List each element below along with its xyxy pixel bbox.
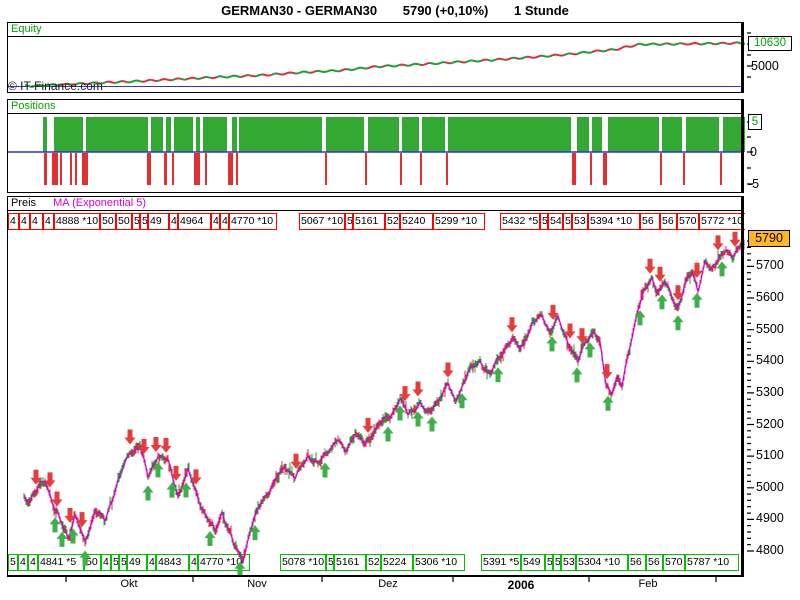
time-axis-label-2006: 2006 <box>507 578 535 592</box>
buy-price-label: 4 <box>18 554 28 571</box>
long-position-bar <box>608 117 659 152</box>
price-axis-tick-label: 5000 <box>756 480 784 494</box>
price-axis-tick-label: 5200 <box>756 417 784 431</box>
short-position-bar <box>172 153 174 185</box>
it-finance-watermark: © IT-Finance.com <box>8 79 103 93</box>
long-position-bar <box>86 117 148 152</box>
long-position-bar <box>577 117 589 152</box>
sell-signal-arrows <box>30 231 741 528</box>
short-position-bar <box>70 153 72 185</box>
long-position-bar <box>448 117 571 152</box>
equity-curve-down <box>60 41 737 87</box>
long-position-bar <box>196 117 200 152</box>
buy-price-label: 4 <box>28 554 38 571</box>
long-position-bar <box>203 117 227 152</box>
short-position-bar <box>446 153 448 185</box>
short-position-bar <box>228 153 233 185</box>
current-price-box: 5790 <box>748 230 790 247</box>
short-position-bar <box>365 153 367 185</box>
price-chart-canvas[interactable] <box>0 196 800 577</box>
long-position-bar <box>686 117 719 152</box>
positions-chart-canvas[interactable] <box>0 99 800 193</box>
long-position-bar <box>43 117 47 152</box>
instrument-name: GERMAN30 - GERMAN30 <box>221 3 378 18</box>
short-position-bar <box>147 153 151 185</box>
short-position-bar <box>236 153 238 185</box>
long-position-bar <box>54 117 83 152</box>
long-position-bar <box>326 117 364 152</box>
short-position-bar <box>164 153 167 185</box>
timeframe-label: 1 Stunde <box>514 3 569 18</box>
time-axis-label-feb: Feb <box>638 578 658 590</box>
long-position-bar <box>232 117 237 152</box>
short-position-bar <box>683 153 685 185</box>
sell-price-label: 4 <box>30 213 43 230</box>
price-axis-tick-label: 5600 <box>756 290 784 304</box>
short-position-bar <box>82 153 88 185</box>
short-position-bar <box>720 153 722 185</box>
sell-price-label: 4 <box>43 213 54 230</box>
equity-last-value-box: 10630 <box>748 36 792 51</box>
price-axis-tick-label: 5500 <box>756 322 784 336</box>
short-position-bar <box>325 153 327 185</box>
equity-curve-up <box>24 41 746 88</box>
short-position-bar <box>420 153 422 185</box>
short-position-bar <box>75 153 77 185</box>
short-position-bar <box>572 153 576 185</box>
price-axis-tick-label: 5100 <box>756 448 784 462</box>
price-axis-tick-label: 5400 <box>756 353 784 367</box>
sell-price-label: 4 <box>19 213 30 230</box>
short-position-bar <box>205 153 207 185</box>
candles-up <box>23 239 744 564</box>
equity-axis-tick-label: 5000 <box>751 59 779 73</box>
chart-title: GERMAN30 - GERMAN30 5790 (+0,10%) 1 Stun… <box>0 3 790 18</box>
long-position-bar <box>166 117 171 152</box>
short-position-bar <box>44 153 47 185</box>
candles-down <box>24 239 745 565</box>
long-position-bar <box>174 117 193 152</box>
short-position-bar <box>60 153 62 185</box>
time-axis-label-dez: Dez <box>378 578 398 590</box>
time-axis-label-nov: Nov <box>247 578 267 590</box>
short-position-bar <box>660 153 662 185</box>
short-position-bar <box>194 153 200 185</box>
long-position-bar <box>151 117 163 152</box>
price-axis-tick-label: 5700 <box>756 258 784 272</box>
short-position-bar <box>52 153 58 185</box>
price-axis-tick-label: 5300 <box>756 385 784 399</box>
long-position-bar <box>239 117 322 152</box>
last-quote: 5790 (+0,10%) <box>402 3 489 18</box>
price-axis-tick-label: 4900 <box>756 511 784 525</box>
buy-price-label: 5 <box>8 554 18 571</box>
sell-price-label: 4 <box>8 213 19 230</box>
ma-exponential-5-line <box>23 241 745 564</box>
short-position-bar <box>590 153 592 185</box>
price-axis-tick-label: 4800 <box>756 543 784 557</box>
time-axis-label-okt: Okt <box>120 578 138 590</box>
short-position-bar <box>603 153 607 185</box>
positions-axis-bottom-label: -5 <box>748 177 760 191</box>
positions-axis-zero-label: 0 <box>750 145 757 159</box>
equity-chart-canvas[interactable] <box>0 22 800 94</box>
long-position-bar <box>662 117 682 152</box>
long-position-bar <box>592 117 602 152</box>
long-position-bar <box>723 117 745 152</box>
long-position-bar <box>422 117 445 152</box>
long-position-bar <box>402 117 419 152</box>
long-position-bar <box>368 117 399 152</box>
short-position-bar <box>400 153 402 185</box>
positions-axis-top-box: 5 <box>748 114 762 130</box>
